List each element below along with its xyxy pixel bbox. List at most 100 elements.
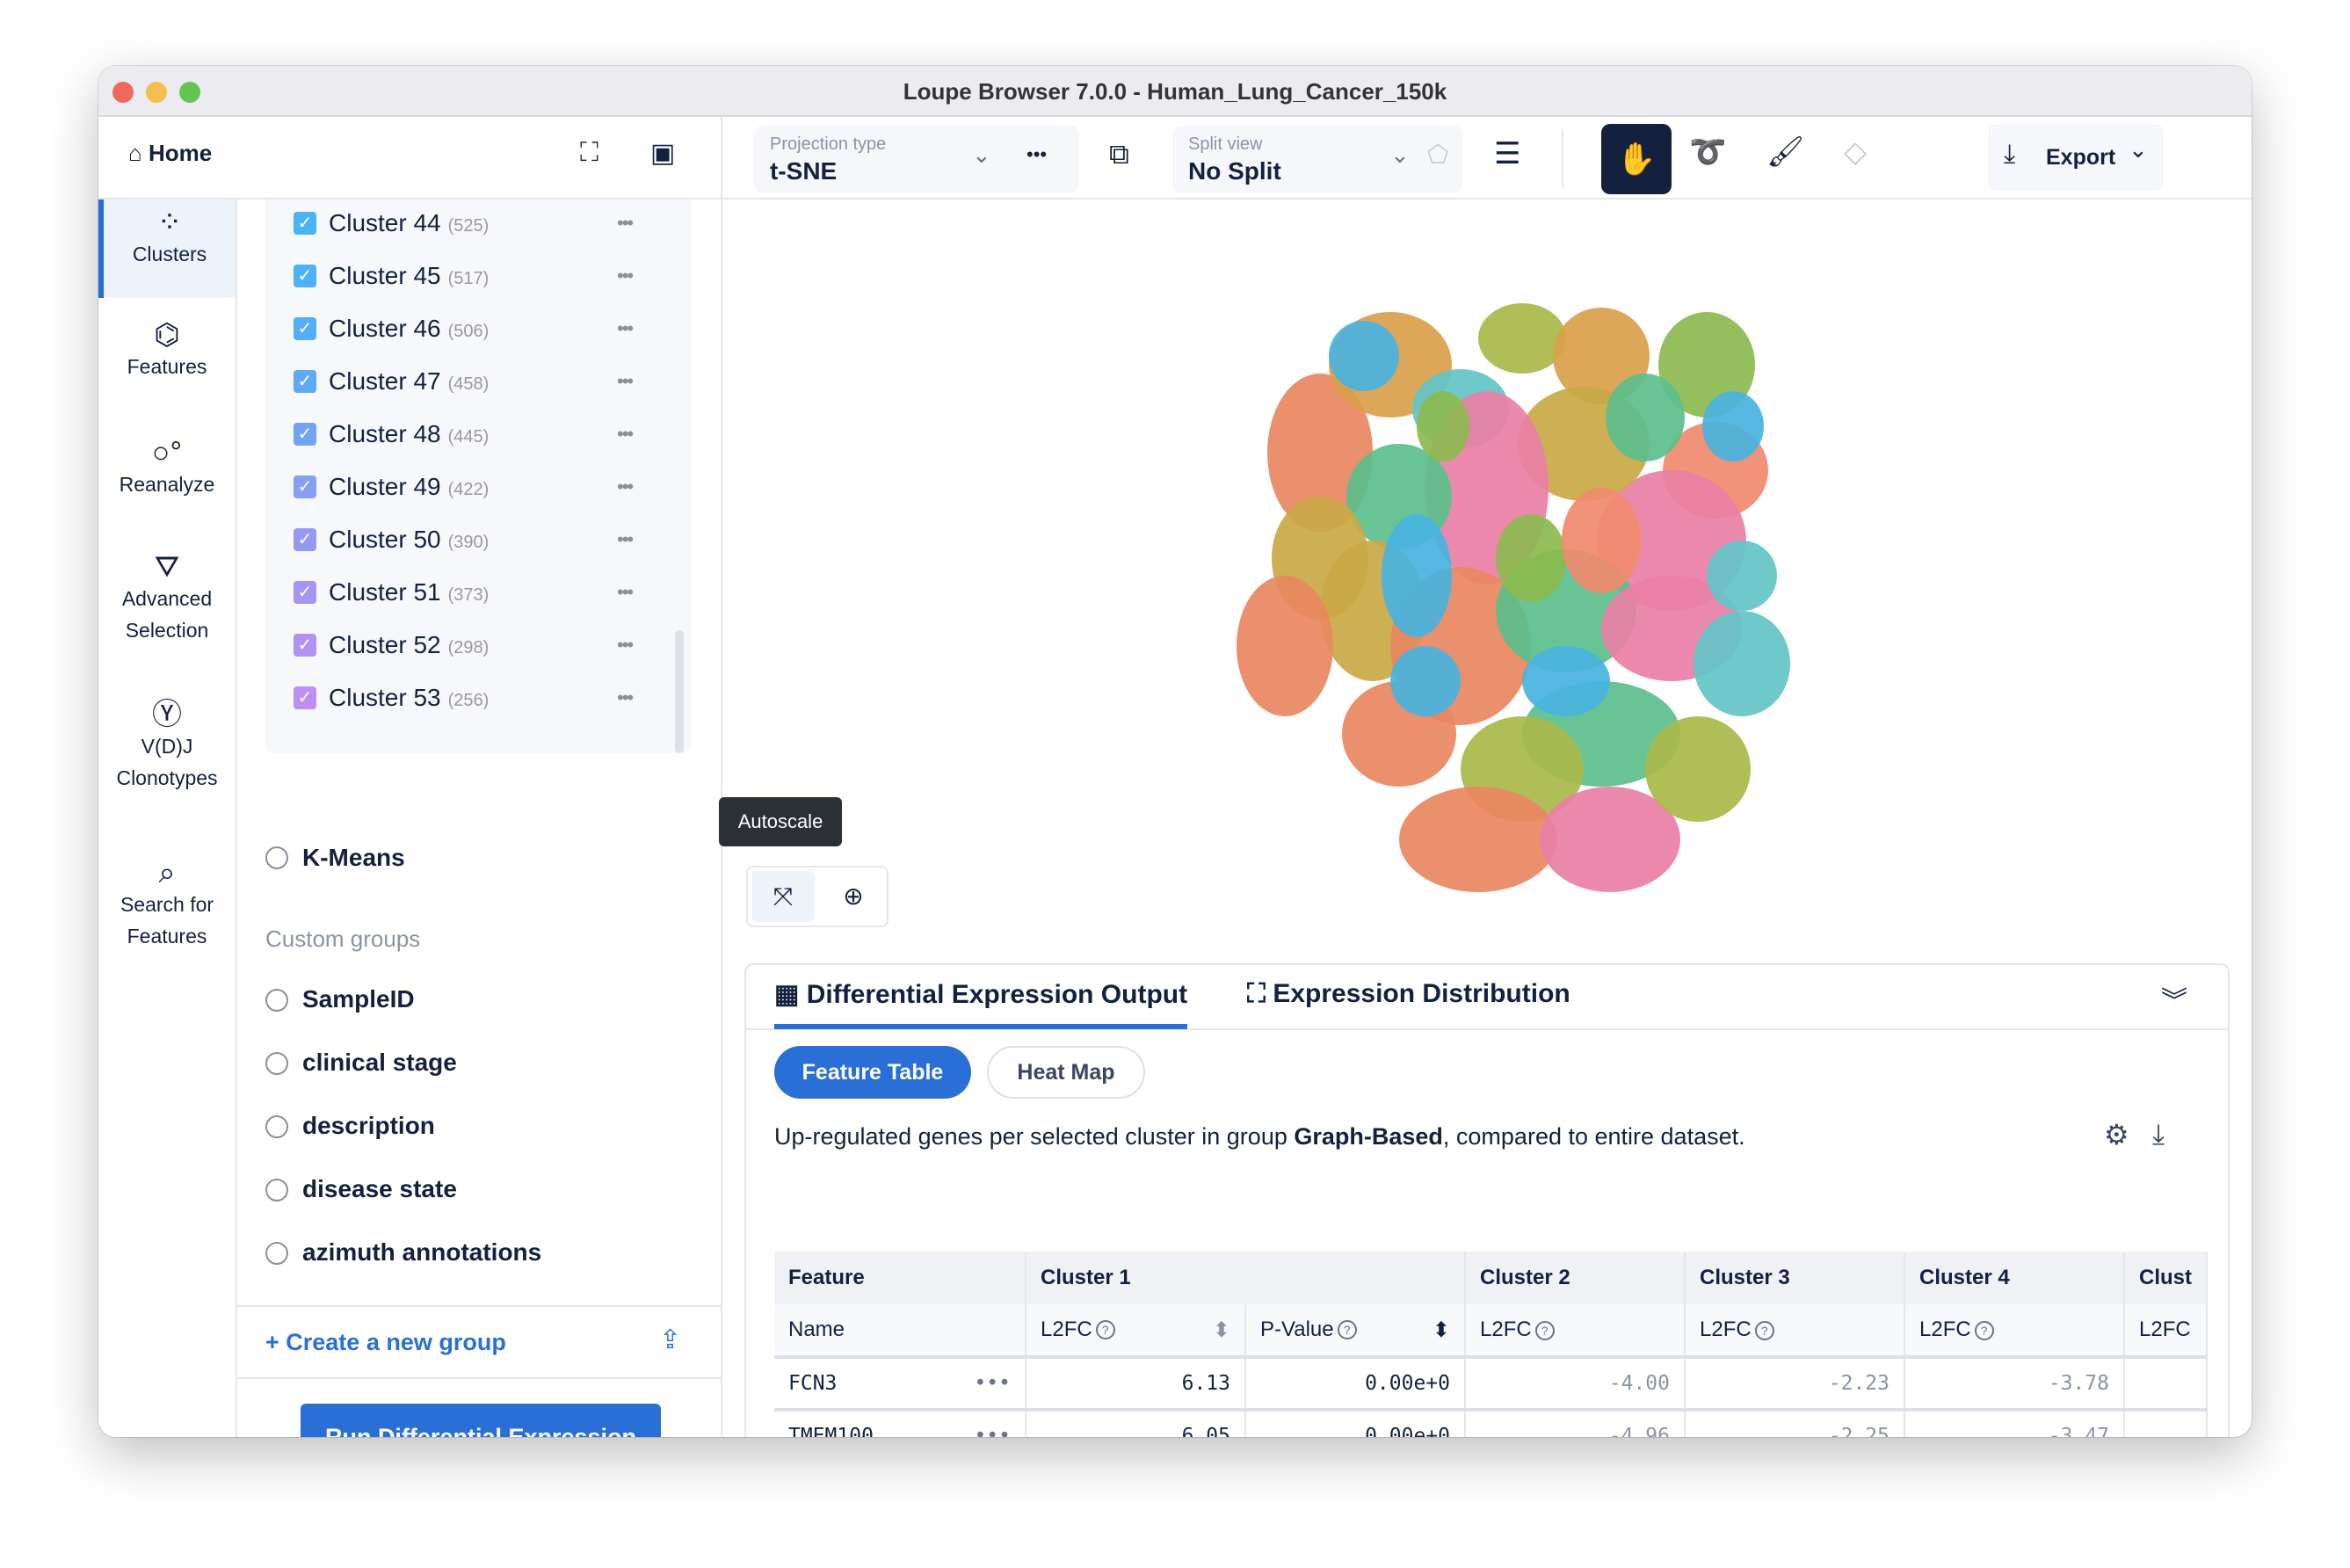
- duplicate-view-icon[interactable]: ⧉: [1109, 138, 1129, 170]
- nav-item-features[interactable]: ⌬ Features: [98, 312, 236, 417]
- col-c3-l2fc[interactable]: L2FC?: [1685, 1304, 1905, 1359]
- group-radio[interactable]: [265, 1115, 288, 1138]
- cluster-row[interactable]: ✓ Cluster 49 (422) •••: [265, 465, 691, 509]
- cluster-checkbox[interactable]: ✓: [294, 212, 316, 235]
- cluster-row[interactable]: ✓ Cluster 45 (517) •••: [265, 254, 691, 298]
- more-icon[interactable]: •••: [974, 1372, 1011, 1395]
- more-icon[interactable]: •••: [617, 634, 634, 656]
- cell-cluster-blob: [1417, 391, 1469, 461]
- group-radio[interactable]: [265, 1052, 288, 1075]
- more-icon[interactable]: •••: [617, 581, 634, 603]
- cell-cluster-blob: [1645, 716, 1751, 822]
- more-icon[interactable]: •••: [617, 528, 634, 550]
- col-c2-l2fc[interactable]: L2FC?: [1465, 1304, 1686, 1359]
- kmeans-radio[interactable]: [265, 846, 288, 869]
- tab-expression-distribution[interactable]: ⛶ Expression Distribution: [1247, 979, 1570, 1008]
- table-description: Up-regulated genes per selected cluster …: [774, 1123, 1745, 1150]
- collapse-panel-icon[interactable]: ︾: [2161, 987, 2187, 1016]
- more-icon[interactable]: •••: [617, 317, 634, 339]
- cluster-row[interactable]: ✓ Cluster 46 (506) •••: [265, 307, 691, 351]
- nav-item-advanced-selection[interactable]: ⛛ Advanced Selection: [98, 544, 236, 650]
- nav-item-clusters[interactable]: ⁘ Clusters: [98, 200, 236, 298]
- download-icon[interactable]: ⤓: [2152, 1118, 2165, 1150]
- cluster-row[interactable]: ✓ Cluster 53 (256) •••: [265, 676, 691, 720]
- col-c1-pvalue[interactable]: P-Value? ⬍: [1245, 1304, 1466, 1359]
- lasso-icon[interactable]: ➰: [1689, 135, 1727, 169]
- autoscale-icon[interactable]: ⤧: [751, 871, 815, 922]
- more-icon[interactable]: •••: [617, 475, 634, 497]
- nav-label: Clusters: [132, 243, 207, 265]
- more-icon[interactable]: •••: [974, 1425, 1011, 1437]
- export-button[interactable]: ⤓ Export ⌄: [1988, 124, 2164, 191]
- more-icon[interactable]: •••: [617, 423, 634, 445]
- zoom-in-icon[interactable]: ⊕: [843, 882, 864, 910]
- group-radio[interactable]: [265, 1242, 288, 1265]
- cluster-checkbox[interactable]: ✓: [294, 370, 316, 393]
- eraser-icon[interactable]: ◇: [1844, 135, 1868, 169]
- cluster-checkbox[interactable]: ✓: [294, 528, 316, 551]
- cluster-name: Cluster 49: [329, 473, 441, 500]
- split-view-select[interactable]: Split view No Split ⌄ ⬠: [1172, 126, 1462, 192]
- more-icon[interactable]: •••: [1026, 143, 1048, 165]
- heat-map-button[interactable]: Heat Map: [987, 1046, 1145, 1099]
- cell-cluster-blob: [1390, 646, 1461, 716]
- col-group-cluster-3: Cluster 3: [1685, 1252, 1905, 1304]
- settings-sliders-icon[interactable]: ☰: [1494, 137, 1521, 171]
- cluster-checkbox[interactable]: ✓: [294, 634, 316, 657]
- toolbar: Projection type t-SNE ⌄ ••• ⧉ Split view…: [722, 117, 2252, 200]
- tab-differential-expression-output[interactable]: ▦ Differential Expression Output: [774, 979, 1188, 1029]
- cluster-row[interactable]: ✓ Cluster 50 (390) •••: [265, 518, 691, 562]
- col-c1-l2fc[interactable]: L2FC? ⬍: [1026, 1304, 1246, 1359]
- brush-icon[interactable]: 🖌: [1766, 135, 1805, 169]
- plot-controls: ⤧ ⊕: [746, 866, 889, 927]
- cluster-checkbox[interactable]: ✓: [294, 423, 316, 446]
- more-icon[interactable]: •••: [617, 370, 634, 392]
- cluster-count: (256): [447, 691, 490, 710]
- save-icon[interactable]: ▣: [650, 139, 676, 168]
- home-button[interactable]: ⌂ Home: [128, 140, 212, 167]
- feature-name: TMEM100: [788, 1425, 874, 1437]
- list-scrollbar[interactable]: [675, 630, 684, 753]
- nav-item-search-for-features[interactable]: ⌕ Search for Features: [98, 850, 236, 955]
- cluster-name: Cluster 50: [329, 526, 441, 553]
- col-c4-l2fc[interactable]: L2FC?: [1904, 1304, 2125, 1359]
- cluster-checkbox[interactable]: ✓: [294, 581, 316, 604]
- cluster-checkbox[interactable]: ✓: [294, 317, 316, 340]
- cluster-checkbox[interactable]: ✓: [294, 475, 316, 498]
- cluster-checkbox[interactable]: ✓: [294, 265, 316, 287]
- fullscreen-icon[interactable]: ⛶: [580, 138, 598, 167]
- cluster-row[interactable]: ✓ Cluster 44 (525) •••: [265, 201, 691, 245]
- cluster-row[interactable]: ✓ Cluster 52 (298) •••: [265, 623, 691, 667]
- zoom-window-button[interactable]: [179, 82, 200, 103]
- cluster-row[interactable]: ✓ Cluster 51 (373) •••: [265, 570, 691, 614]
- cell-cluster-blob: [1522, 646, 1610, 716]
- upload-icon[interactable]: ⇪: [659, 1325, 682, 1354]
- help-icon: ?: [1754, 1320, 1774, 1340]
- tsne-plot[interactable]: [1109, 207, 1812, 998]
- col-c5-l2fc[interactable]: L2FC: [2124, 1304, 2208, 1359]
- feature-table-button[interactable]: Feature Table: [774, 1046, 971, 1099]
- cluster-checkbox[interactable]: ✓: [294, 686, 316, 709]
- create-group-link[interactable]: + Create a new group: [265, 1329, 506, 1355]
- run-differential-expression-button[interactable]: Run Differential Expression: [301, 1404, 661, 1437]
- group-radio[interactable]: [265, 989, 288, 1012]
- pan-hand-tool[interactable]: ✋: [1601, 124, 1672, 194]
- home-bar: ⌂ Home ⛶ ▣: [98, 117, 722, 200]
- group-radio[interactable]: [265, 1179, 288, 1201]
- cluster-row[interactable]: ✓ Cluster 47 (458) •••: [265, 359, 691, 403]
- close-window-button[interactable]: [112, 82, 134, 103]
- table-row[interactable]: FCN3 ••• 6.13 0.00e+0 -4.00 -2.23 -3.78: [774, 1357, 2208, 1412]
- search-icon: ⌕: [158, 856, 176, 889]
- minimize-window-button[interactable]: [146, 82, 167, 103]
- gear-icon[interactable]: ⚙: [2104, 1119, 2129, 1151]
- more-icon[interactable]: •••: [617, 265, 634, 287]
- cluster-row[interactable]: ✓ Cluster 48 (445) •••: [265, 412, 691, 456]
- more-icon[interactable]: •••: [617, 212, 634, 234]
- nav-item-reanalyze[interactable]: ○° Reanalyze: [98, 430, 236, 535]
- tag-icon[interactable]: ⬠: [1427, 141, 1449, 168]
- clusters-icon: ⁘: [156, 206, 183, 239]
- more-icon[interactable]: •••: [617, 686, 634, 708]
- nav-item-v-d-j-clonotypes[interactable]: Ⓨ V(D)J Clonotypes: [98, 692, 236, 797]
- projection-type-select[interactable]: Projection type t-SNE ⌄ •••: [754, 126, 1079, 192]
- table-row[interactable]: TMEM100 ••• 6.05 0.00e+0 -4.96 -2.25 -3.47: [774, 1410, 2208, 1437]
